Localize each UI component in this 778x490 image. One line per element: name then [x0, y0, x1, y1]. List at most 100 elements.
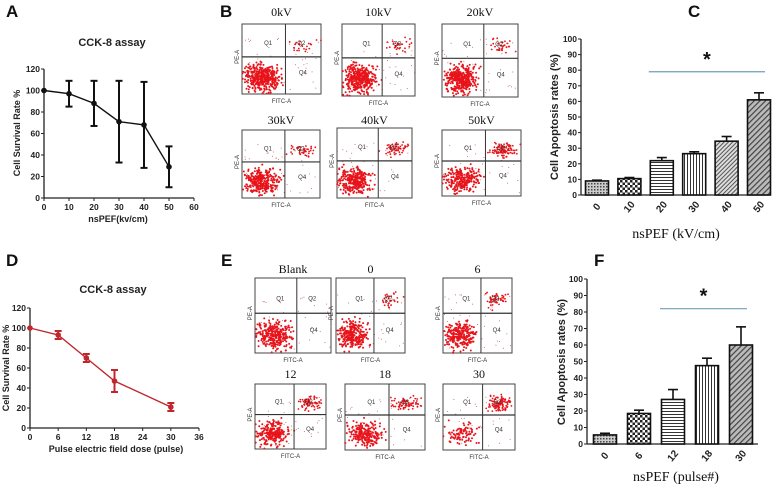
event-dot [304, 71, 306, 73]
event-dot [389, 66, 391, 68]
event-dot [458, 85, 461, 88]
event-dot [367, 77, 370, 80]
event-dot [270, 344, 273, 347]
y-tick-label: 30 [568, 143, 578, 153]
event-dot [247, 79, 250, 82]
x-tick-label: 6 [633, 450, 645, 462]
event-dot [305, 398, 308, 401]
event-dot [355, 324, 358, 327]
event-dot [408, 47, 410, 49]
event-dot [513, 152, 516, 155]
event-dot [398, 407, 400, 409]
event-dot [496, 401, 499, 404]
event-dot [263, 325, 266, 328]
quadrant-label-q2: Q2 [390, 145, 399, 151]
event-dot [485, 407, 488, 410]
event-dot [259, 66, 262, 69]
event-dot [260, 182, 263, 185]
y-tick-label: 50 [568, 112, 578, 122]
event-dot [446, 333, 449, 336]
event-dot [251, 74, 254, 77]
bar [694, 364, 720, 445]
event-dot [354, 68, 357, 71]
event-dot [360, 333, 363, 336]
event-dot [267, 327, 270, 330]
event-dot [348, 94, 351, 97]
event-dot [499, 399, 502, 402]
event-dot [298, 342, 300, 344]
event-dot [381, 329, 383, 331]
event-dot [269, 173, 272, 176]
event-dot [281, 340, 284, 343]
event-dot [389, 55, 391, 57]
event-dot [365, 67, 368, 70]
event-dot [455, 78, 458, 81]
event-dot [358, 91, 361, 94]
event-dot [461, 89, 464, 92]
event-dot [349, 334, 352, 337]
event-dot [360, 178, 363, 181]
event-dot [454, 294, 456, 296]
event-dot [474, 175, 477, 178]
event-dot [262, 301, 264, 303]
event-dot [269, 433, 272, 436]
event-dot [404, 402, 407, 405]
event-dot [380, 401, 382, 403]
event-dot [305, 407, 308, 409]
quadrant-label-q4: Q4 [403, 428, 412, 434]
event-dot [469, 327, 472, 330]
series-line [43, 89, 170, 168]
event-dot [267, 178, 270, 181]
event-dot [255, 66, 258, 69]
x-axis-label: FITC-A [361, 358, 380, 364]
event-dot [469, 72, 472, 75]
event-dot [471, 84, 474, 87]
event-dot [270, 328, 273, 331]
event-dot [388, 302, 390, 304]
event-dot [259, 175, 262, 178]
event-dot [415, 400, 418, 402]
event-dot [271, 189, 274, 192]
event-dot [442, 435, 445, 438]
event-dot [368, 344, 371, 347]
event-dot [288, 41, 291, 43]
event-dot [356, 83, 359, 86]
event-dot [290, 151, 292, 154]
event-dot [462, 85, 465, 88]
event-dot [243, 81, 246, 84]
event-dot [273, 427, 276, 430]
event-dot [450, 184, 453, 187]
event-dot [291, 429, 293, 431]
event-dot [249, 186, 252, 189]
event-dot [282, 333, 285, 336]
event-dot [285, 345, 288, 348]
event-dot [469, 349, 472, 352]
event-dot [366, 446, 369, 449]
event-dot [343, 327, 346, 330]
event-dot [362, 330, 365, 333]
event-dot [398, 405, 401, 407]
event-dot [311, 402, 314, 405]
event-dot [268, 69, 271, 72]
event-dot [348, 70, 351, 73]
event-dot [484, 315, 486, 317]
event-dot [349, 330, 352, 333]
event-dot [474, 79, 477, 82]
event-dot [453, 340, 456, 343]
event-dot [497, 298, 500, 301]
event-dot [260, 321, 262, 323]
event-dot [344, 340, 347, 343]
event-dot [259, 324, 262, 327]
event-dot [271, 76, 274, 79]
event-dot [348, 90, 351, 93]
y-tick-label: 60 [574, 340, 584, 350]
event-dot [373, 142, 375, 144]
x-tick-label: 60 [189, 202, 199, 212]
event-dot [466, 342, 469, 345]
event-dot [472, 434, 475, 437]
quadrant-label-q4: Q4 [497, 73, 506, 79]
event-dot [500, 41, 503, 44]
event-dot [260, 81, 263, 84]
event-dot [498, 47, 501, 50]
event-dot [316, 407, 319, 410]
